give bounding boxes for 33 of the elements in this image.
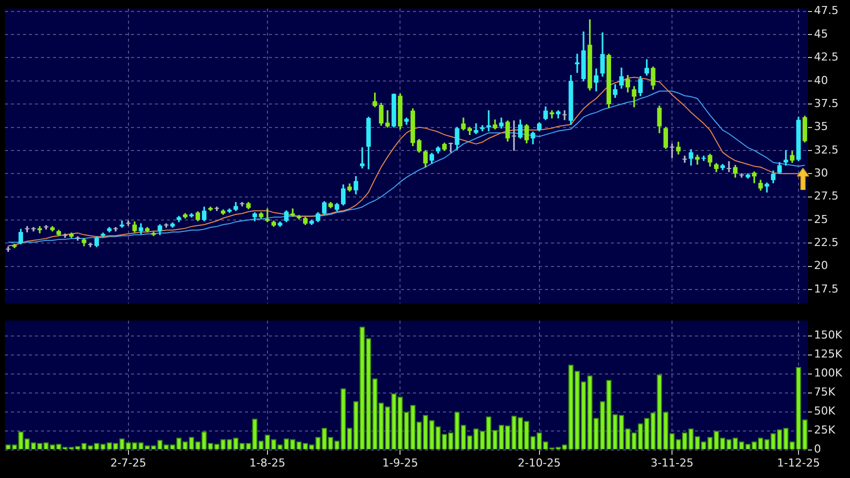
y-tick-label: 47.5 — [814, 4, 838, 18]
y-tick-label: 22.5 — [814, 236, 838, 249]
y-tick-label: 100K — [814, 366, 843, 380]
x-tick-label: 2-7-25 — [110, 456, 146, 470]
y-tick-label: 125K — [814, 348, 843, 361]
candlestick — [62, 234, 68, 238]
candlestick — [385, 110, 390, 128]
y-tick-label: 25 — [814, 212, 828, 226]
x-tick-label: 1-12-25 — [777, 456, 820, 470]
y-tick-label: 25K — [814, 424, 836, 437]
y-tick-label: 32.5 — [814, 143, 838, 156]
x-tick-label: 2-10-25 — [518, 456, 561, 470]
y-tick-label: 37.5 — [814, 96, 838, 110]
y-tick-label: 17.5 — [814, 282, 838, 296]
y-tick-label: 45 — [814, 27, 828, 40]
x-tick-label: 1-8-25 — [249, 456, 286, 470]
x-tick-label: 3-11-25 — [650, 456, 694, 470]
y-tick-label: 35 — [814, 120, 828, 134]
y-tick-label: 150K — [814, 328, 843, 342]
candlestick — [550, 110, 554, 118]
y-tick-label: 42.5 — [814, 50, 838, 64]
y-tick-label: 40 — [814, 74, 828, 87]
candlestick — [670, 144, 674, 158]
candlestick — [562, 110, 567, 120]
y-tick-label: 75K — [814, 386, 836, 399]
y-tick-label: 30 — [814, 166, 828, 180]
y-tick-label: 50K — [814, 404, 836, 418]
candlestick — [512, 120, 516, 151]
y-tick-label: 20 — [814, 259, 828, 272]
x-tick-label: 1-9-25 — [382, 456, 418, 470]
y-tick-label: 0 — [814, 442, 821, 456]
candlestick — [726, 161, 732, 172]
y-tick-label: 27.5 — [814, 190, 838, 203]
